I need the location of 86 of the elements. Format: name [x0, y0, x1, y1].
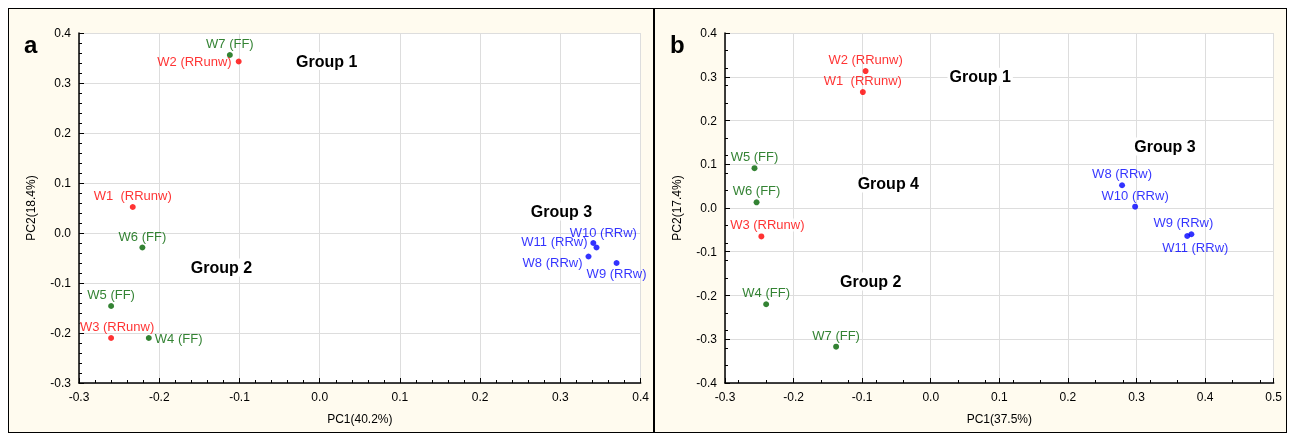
x-tick-label: 0.5 — [1265, 390, 1283, 404]
point — [1184, 233, 1191, 239]
x-tick-label: 0.4 — [632, 390, 650, 404]
data-label: W1 (RRunw) — [93, 188, 172, 203]
x-tick-label: -0.2 — [783, 390, 805, 404]
point — [129, 204, 136, 210]
x-tick-label: 0.4 — [1196, 390, 1214, 404]
data-label: W5 (FF) — [730, 149, 779, 165]
data-label: W9 (RRw) — [1153, 215, 1214, 231]
annotation: Group 4 — [857, 175, 920, 192]
y-tick-label: 0.1 — [54, 176, 72, 190]
point — [145, 335, 152, 341]
point — [108, 303, 115, 309]
y-tick-label: -0.1 — [696, 244, 718, 259]
data-label: W4 (FF) — [742, 285, 790, 301]
x-tick-label: 0.2 — [471, 390, 489, 404]
x-tick-label: 0.3 — [552, 390, 570, 404]
point — [585, 253, 592, 260]
x-tick-label: -0.1 — [229, 390, 251, 404]
data-label: W3 (RRunw) — [79, 319, 155, 334]
y-tick-label: -0.2 — [50, 326, 72, 340]
chart-title: a — [24, 30, 38, 58]
y-axis-title: PC2(18.4%) — [24, 175, 38, 241]
point — [833, 343, 840, 350]
annotation: Group 3 — [1134, 137, 1196, 155]
annotation: Group 3 — [530, 203, 593, 220]
x-tick-label: -0.3 — [68, 390, 90, 404]
point — [108, 335, 115, 341]
y-tick-label: 0.4 — [700, 26, 718, 40]
x-tick-label: -0.1 — [851, 390, 873, 404]
point — [139, 244, 146, 251]
point — [859, 89, 866, 96]
data-label: W7 (FF) — [206, 36, 254, 51]
x-tick-label: -0.3 — [714, 390, 736, 404]
x-tick-label: 0.2 — [1059, 390, 1077, 404]
data-label: W6 (FF) — [732, 183, 781, 199]
x-tick-label: 0.1 — [391, 390, 409, 404]
point — [862, 68, 869, 75]
y-tick-label: -0.3 — [696, 332, 718, 347]
point — [753, 199, 760, 206]
data-label: W6 (FF) — [118, 228, 167, 244]
x-tick-label: -0.2 — [148, 390, 170, 404]
annotation: Group 2 — [840, 273, 902, 290]
y-tick-label: 0.2 — [54, 126, 72, 140]
y-tick-label: -0.2 — [696, 288, 718, 303]
y-tick-label: -0.1 — [50, 276, 72, 290]
data-label: W2 (RRunw) — [828, 52, 903, 68]
data-label: W4 (FF) — [154, 330, 203, 346]
x-axis-title: PC1(40.2%) — [327, 412, 393, 426]
y-tick-label: -0.4 — [696, 376, 718, 390]
point — [613, 260, 620, 266]
point — [1119, 182, 1126, 189]
data-label: W9 (RRw) — [586, 266, 647, 281]
y-tick-label: 0.3 — [700, 69, 718, 84]
data-label: W1 (RRunw) — [823, 73, 902, 89]
x-tick-label: 0.1 — [990, 390, 1008, 404]
annotation: Group 1 — [296, 52, 358, 70]
x-tick-label: 0.0 — [922, 390, 940, 404]
y-tick-label: 0.0 — [54, 226, 72, 240]
y-axis-title: PC2(17.4%) — [670, 175, 684, 241]
point — [1132, 203, 1139, 210]
y-tick-label: 0.0 — [700, 201, 718, 215]
y-tick-label: 0.3 — [54, 76, 72, 90]
data-label: W3 (RRunw) — [730, 217, 805, 233]
chart-title: b — [670, 30, 685, 58]
point — [758, 233, 765, 240]
data-label: W11 (RRw) — [1162, 240, 1229, 255]
data-label: W8 (RRw) — [1092, 166, 1153, 182]
x-tick-label: 0.3 — [1128, 390, 1146, 404]
x-axis-title: PC1(37.5%) — [966, 412, 1033, 426]
data-label: W10 (RRw) — [1101, 187, 1169, 203]
x-tick-label: 0.0 — [311, 390, 329, 404]
data-label: W5 (FF) — [87, 287, 135, 302]
point — [751, 165, 758, 172]
point — [590, 240, 597, 246]
y-tick-label: 0.1 — [700, 157, 718, 172]
y-tick-label: 0.2 — [700, 113, 718, 128]
annotation: Group 1 — [949, 68, 1011, 86]
y-tick-label: -0.3 — [50, 376, 72, 390]
annotation: Group 2 — [190, 259, 253, 276]
data-label: W2 (RRunw) — [157, 54, 232, 69]
point — [763, 301, 770, 308]
data-label: W8 (RRw) — [522, 255, 583, 270]
point — [593, 244, 600, 251]
y-tick-label: 0.4 — [54, 26, 72, 40]
data-label: W7 (FF) — [812, 327, 860, 343]
